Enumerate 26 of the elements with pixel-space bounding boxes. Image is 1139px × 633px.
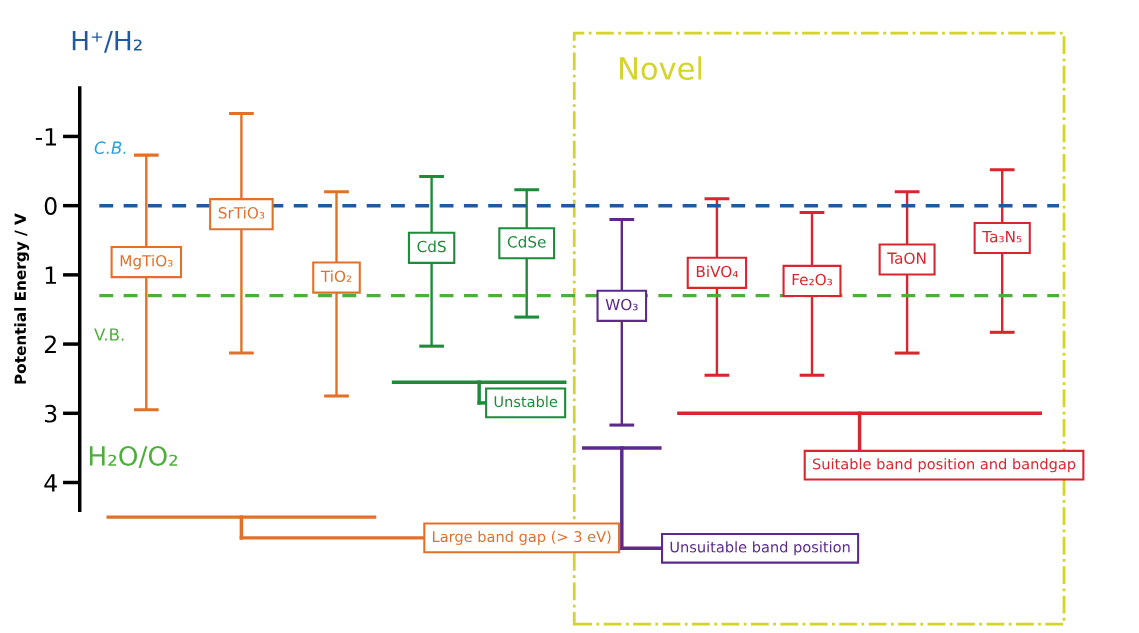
ref-line-label: H₂O/O₂	[89, 445, 178, 469]
text: Unsuitable band position	[670, 541, 850, 556]
x-tick-label: BiVO₄	[696, 265, 738, 278]
x-tick-label: SrTiO₃	[218, 206, 265, 219]
annotation: Unstable	[494, 395, 558, 408]
y-tick-label: -1	[35, 128, 57, 146]
x-tick-label: Fe₂O₃	[792, 273, 833, 286]
y-tick-label: 4	[44, 474, 57, 492]
annotation: C.B.	[94, 141, 126, 154]
ref-line-label: H⁺/H₂	[72, 31, 142, 53]
annotation: Suitable band position and bandgap	[812, 458, 1076, 473]
x-tick-label: CdS	[417, 240, 446, 253]
x-tick-label: TaON	[887, 252, 926, 264]
x-tick-label: CdSe	[507, 235, 546, 248]
y-tick-label: 3	[44, 404, 57, 423]
y-tick-label: 0	[44, 197, 57, 215]
x-tick-label: TiO₂	[320, 270, 352, 282]
x-tick-label: WO₃	[605, 298, 638, 311]
y-tick-label: 1	[45, 266, 57, 284]
annotation: V.B.	[94, 328, 124, 341]
y-tick-label: 2	[44, 335, 56, 354]
x-tick-label: Ta₃N₅	[982, 231, 1022, 243]
x-tick-label: MgTiO₃	[120, 254, 173, 270]
text: Novel	[620, 56, 702, 80]
text: Large band gap (> 3 eV)	[433, 530, 611, 545]
y-axis-title: Potential Energy / V	[14, 213, 30, 384]
